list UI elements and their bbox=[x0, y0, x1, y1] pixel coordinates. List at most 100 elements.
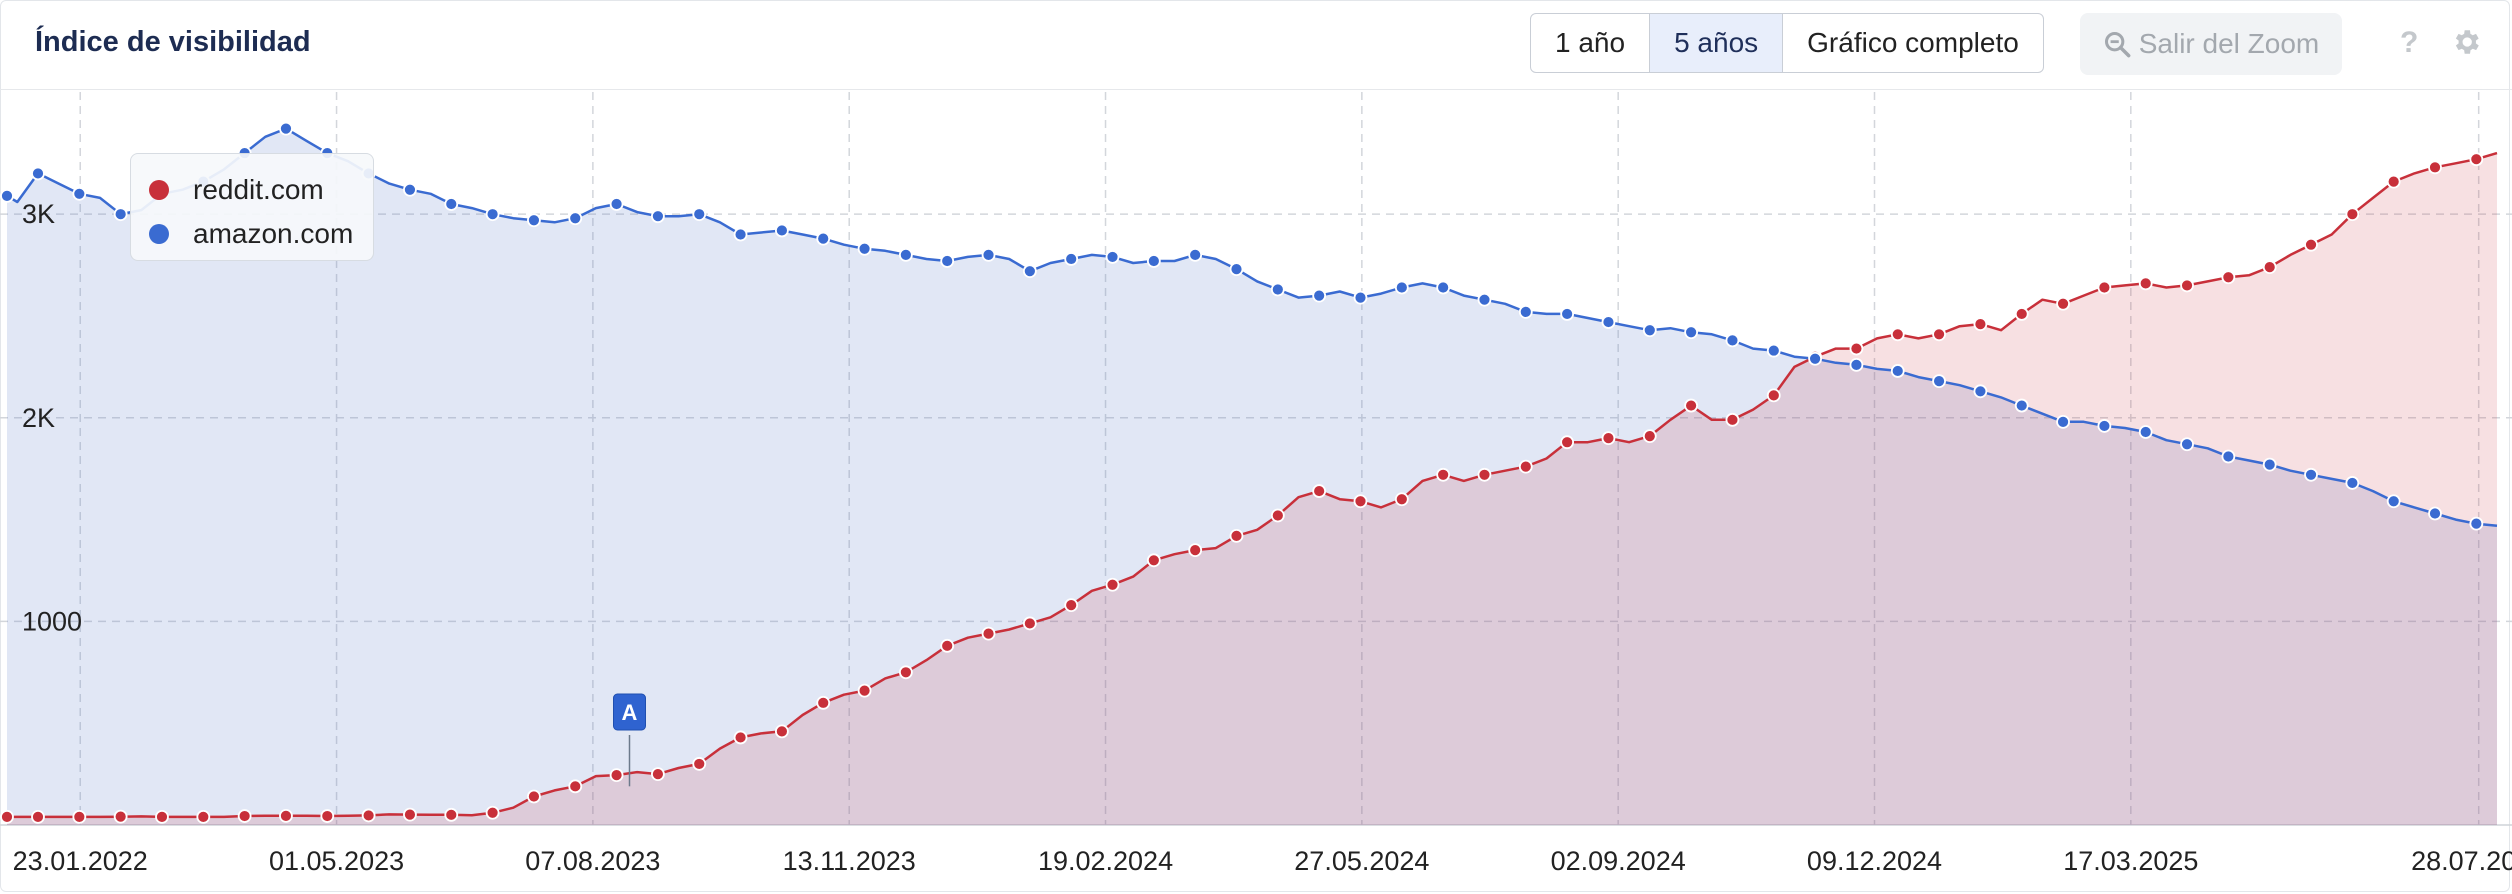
chart-title: Índice de visibilidad bbox=[35, 26, 311, 58]
y-tick-label: 3K bbox=[22, 199, 55, 229]
y-axis: 1000 2K 3K bbox=[22, 199, 82, 636]
point-amazon bbox=[279, 121, 293, 136]
legend-label-reddit: reddit.com bbox=[193, 174, 324, 205]
point-amazon bbox=[1684, 325, 1699, 340]
point-amazon bbox=[1642, 323, 1657, 338]
point-reddit bbox=[72, 809, 87, 824]
range-5-years-button[interactable]: 5 años bbox=[1650, 14, 1784, 72]
x-tick-label: 13.11.2023 bbox=[783, 846, 916, 876]
x-tick-label: 27.05.2024 bbox=[1294, 846, 1429, 876]
point-reddit bbox=[0, 809, 14, 824]
point-reddit bbox=[2056, 296, 2070, 311]
point-reddit bbox=[31, 809, 45, 824]
point-amazon bbox=[898, 247, 913, 262]
point-reddit bbox=[1973, 317, 1988, 332]
point-amazon bbox=[857, 241, 872, 256]
point-reddit bbox=[898, 665, 913, 680]
point-reddit bbox=[774, 724, 789, 739]
point-reddit bbox=[1188, 543, 1203, 558]
legend-item-amazon[interactable]: amazon.com bbox=[149, 212, 373, 256]
point-reddit bbox=[733, 730, 748, 745]
point-amazon bbox=[31, 166, 45, 181]
x-tick-label: 02.09.2024 bbox=[1551, 846, 1686, 876]
point-reddit bbox=[196, 809, 211, 824]
point-amazon bbox=[2262, 457, 2277, 472]
point-amazon bbox=[2056, 414, 2070, 429]
range-full-chart-button[interactable]: Gráfico completo bbox=[1807, 27, 2019, 58]
point-reddit bbox=[1766, 388, 1781, 403]
point-reddit bbox=[857, 683, 872, 698]
point-reddit bbox=[2304, 237, 2318, 252]
point-amazon bbox=[2180, 437, 2194, 452]
point-amazon bbox=[485, 207, 500, 222]
point-reddit bbox=[816, 695, 831, 710]
point-amazon bbox=[1022, 264, 1037, 279]
point-amazon bbox=[1766, 343, 1781, 358]
point-amazon bbox=[2014, 398, 2029, 413]
point-reddit bbox=[1105, 577, 1120, 592]
point-reddit bbox=[361, 808, 376, 823]
annotation-label: A bbox=[622, 700, 638, 725]
point-amazon bbox=[1146, 254, 1161, 268]
x-tick-label: 23.01.2022 bbox=[13, 846, 148, 876]
point-reddit bbox=[1849, 341, 1864, 356]
point-reddit bbox=[2097, 280, 2112, 295]
x-tick-label: 09.12.2024 bbox=[1807, 846, 1942, 876]
widget-header: Índice de visibilidad 1 año 5 años Gráfi… bbox=[0, 0, 2512, 90]
point-amazon bbox=[2386, 494, 2401, 509]
point-amazon bbox=[733, 227, 748, 242]
point-amazon bbox=[1601, 315, 1616, 329]
point-reddit bbox=[113, 809, 128, 824]
series-areas bbox=[7, 128, 2497, 826]
legend-label-amazon: amazon.com bbox=[193, 218, 354, 249]
point-reddit bbox=[237, 809, 252, 823]
point-reddit bbox=[2469, 152, 2484, 167]
reset-zoom-label: Salir del Zoom bbox=[2138, 28, 2320, 59]
point-amazon bbox=[1353, 290, 1368, 305]
point-reddit bbox=[155, 809, 169, 824]
y-tick-label: 1000 bbox=[22, 606, 82, 636]
point-amazon bbox=[1312, 288, 1327, 303]
gear-icon[interactable] bbox=[2450, 26, 2482, 58]
point-reddit bbox=[2386, 174, 2401, 189]
range-1-year-button[interactable]: 1 año bbox=[1531, 14, 1651, 72]
x-tick-label: 17.03.2025 bbox=[2063, 846, 2198, 876]
point-reddit bbox=[1312, 484, 1327, 498]
area-amazon bbox=[7, 128, 2497, 826]
point-amazon bbox=[1064, 252, 1079, 266]
point-amazon bbox=[2097, 419, 2112, 433]
point-reddit bbox=[692, 757, 707, 771]
point-reddit bbox=[2262, 260, 2277, 275]
point-amazon bbox=[1270, 282, 1285, 297]
point-amazon bbox=[1890, 364, 1905, 378]
x-tick-label: 28.07.2025 bbox=[2411, 846, 2512, 876]
point-amazon bbox=[1188, 247, 1203, 262]
point-amazon bbox=[527, 213, 541, 228]
point-reddit bbox=[1353, 494, 1368, 509]
help-icon[interactable]: ? bbox=[2400, 26, 2419, 59]
point-amazon bbox=[774, 223, 789, 238]
x-axis: 23.01.2022 01.05.2023 07.08.2023 13.11.2023… bbox=[13, 846, 2512, 876]
legend-item-reddit[interactable]: reddit.com bbox=[149, 168, 373, 212]
point-amazon bbox=[2304, 467, 2318, 482]
point-reddit bbox=[1477, 467, 1492, 482]
point-reddit bbox=[2428, 160, 2442, 175]
annotation-marker bbox=[613, 693, 646, 731]
point-amazon bbox=[1725, 333, 1740, 348]
point-reddit bbox=[651, 767, 665, 781]
point-amazon bbox=[2428, 506, 2442, 521]
point-reddit bbox=[981, 626, 996, 641]
reset-zoom-button[interactable]: Salir del Zoom bbox=[2080, 13, 2342, 75]
point-reddit bbox=[2180, 278, 2194, 293]
point-amazon bbox=[444, 197, 459, 211]
point-amazon bbox=[1973, 384, 1988, 399]
point-reddit bbox=[1022, 616, 1037, 631]
point-reddit bbox=[1684, 398, 1699, 413]
chart-grid bbox=[0, 92, 2512, 826]
x-tick-label: 19.02.2024 bbox=[1038, 846, 1173, 876]
point-reddit bbox=[1146, 553, 1161, 568]
chart-annotations: A bbox=[613, 693, 646, 787]
point-amazon bbox=[1477, 292, 1492, 307]
point-amazon bbox=[1808, 351, 1822, 366]
